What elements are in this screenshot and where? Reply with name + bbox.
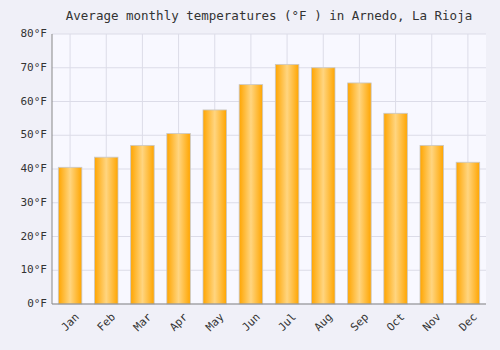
chart: 0°F 10°F 20°F 30°F 40°F 50°F 60°F 70°F 80°F Jan Fe…	[0, 0, 500, 350]
y-grid-line	[52, 135, 486, 136]
y-tick-label: 10°F	[21, 263, 48, 276]
y-grid-line	[52, 101, 486, 102]
bar	[131, 145, 155, 304]
plot-area	[52, 34, 486, 304]
x-tick-label: Dec	[456, 311, 479, 334]
background	[0, 0, 500, 350]
y-grid-line	[52, 67, 486, 68]
y-axis-line	[52, 34, 53, 304]
x-tick-label: Sep	[348, 311, 371, 334]
bar	[239, 85, 263, 304]
title: Average monthly temperatures (°F ) in Ar…	[66, 8, 472, 23]
y-tick-label: 40°F	[21, 162, 48, 175]
y-grid-line	[52, 34, 486, 35]
y-tick-label: 20°F	[21, 230, 48, 243]
bar	[456, 162, 480, 304]
bar	[167, 134, 191, 304]
y-tick-label: 70°F	[21, 61, 48, 74]
x-tick-label: Jan	[59, 311, 82, 334]
bar	[275, 64, 299, 304]
bar	[348, 83, 372, 304]
y-tick-label: 50°F	[21, 128, 48, 141]
x-tick-label: May	[203, 310, 227, 334]
bar	[58, 167, 82, 304]
bar	[384, 113, 408, 304]
x-tick-label: Oct	[384, 311, 407, 334]
bar	[94, 157, 118, 304]
x-axis-line	[52, 304, 486, 305]
y-tick-label: 30°F	[21, 196, 48, 209]
x-tick-label: Aug	[312, 311, 335, 334]
y-tick-label: 60°F	[21, 95, 48, 108]
x-tick-label: Feb	[95, 311, 118, 334]
x-tick-label: Mar	[131, 310, 155, 334]
x-tick-label: Jun	[239, 311, 262, 334]
y-grid-line	[52, 304, 486, 305]
y-tick-label: 0°F	[27, 297, 47, 310]
bar	[203, 110, 227, 304]
x-tick-label: Apr	[167, 310, 191, 334]
bar	[311, 68, 335, 304]
bar	[420, 145, 444, 304]
x-tick-label: Jul	[276, 311, 299, 334]
y-tick-label: 80°F	[21, 27, 48, 40]
x-tick-label: Nov	[420, 310, 444, 334]
